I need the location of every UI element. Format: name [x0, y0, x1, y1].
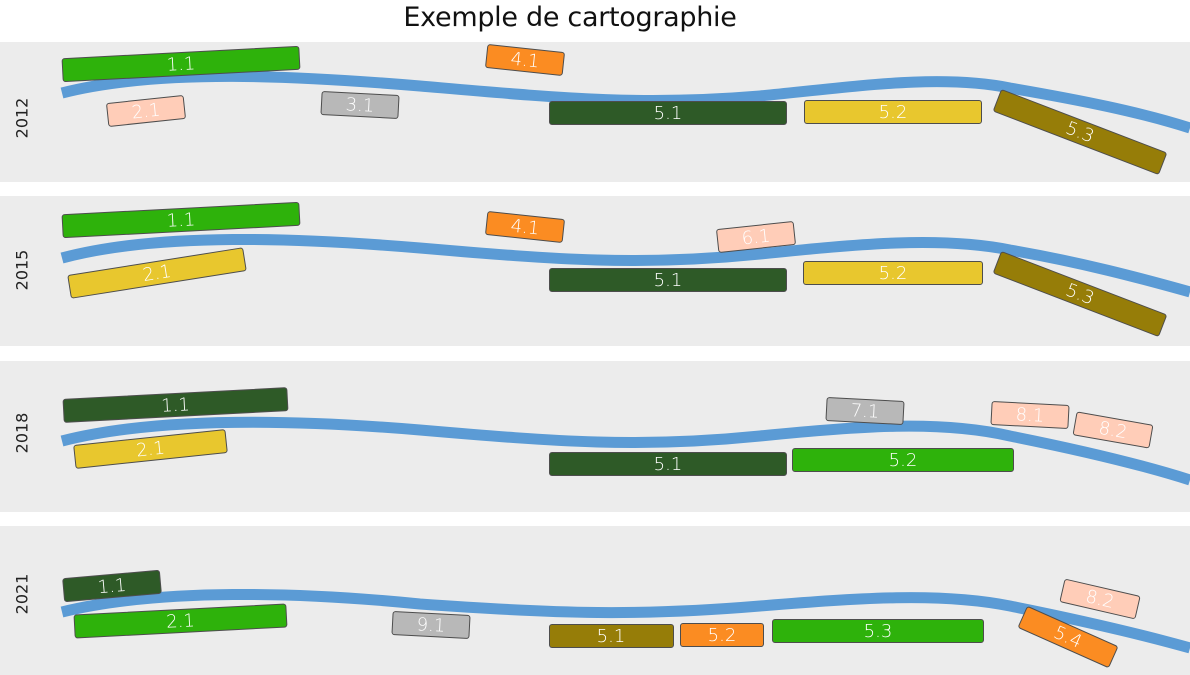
- river-curve: [60, 588, 1190, 654]
- diagram-title: Exemple de cartographie: [403, 2, 737, 33]
- mapping-box-5-1: 5.1: [548, 624, 674, 648]
- year-label: 2012: [12, 97, 32, 139]
- river-curve: [60, 70, 1190, 134]
- river-curve: [60, 233, 1190, 298]
- year-label: 2018: [12, 412, 32, 454]
- year-panel-2015: 2015 1.1 2.1 4.1 6.1 5.1 5.2 5.3: [0, 196, 1190, 346]
- mapping-box-5-2: 5.2: [803, 261, 983, 285]
- year-label: 2015: [12, 249, 32, 291]
- mapping-box-5-3: 5.3: [772, 619, 984, 643]
- mapping-box-5-2: 5.2: [680, 623, 764, 647]
- mapping-box-5-2: 5.2: [792, 448, 1014, 472]
- river-curve: [60, 416, 1190, 486]
- river-line: [60, 70, 1190, 134]
- year-panel-2018: 2018 1.1 2.1 7.1 8.1 8.2 5.1 5.2: [0, 361, 1190, 512]
- mapping-box-9-1: 9.1: [391, 610, 471, 640]
- mapping-box-5-1: 5.1: [549, 101, 787, 125]
- river-line: [60, 233, 1190, 298]
- year-label: 2021: [12, 573, 32, 615]
- year-panel-2012: 2012 1.1 2.1 3.1 4.1 5.1 5.2 5.3: [0, 42, 1190, 182]
- river-line: [60, 416, 1190, 486]
- mapping-box-5-2: 5.2: [804, 100, 982, 124]
- mapping-box-7-1: 7.1: [825, 396, 905, 426]
- mapping-box-3-1: 3.1: [320, 90, 400, 120]
- mapping-box-5-1: 5.1: [549, 268, 787, 292]
- mapping-box-8-1: 8.1: [990, 400, 1070, 430]
- year-panel-2021: 2021 1.1 2.1 9.1 5.1 5.2 5.3 5.4 8.2: [0, 526, 1190, 675]
- mapping-box-5-1: 5.1: [549, 452, 787, 476]
